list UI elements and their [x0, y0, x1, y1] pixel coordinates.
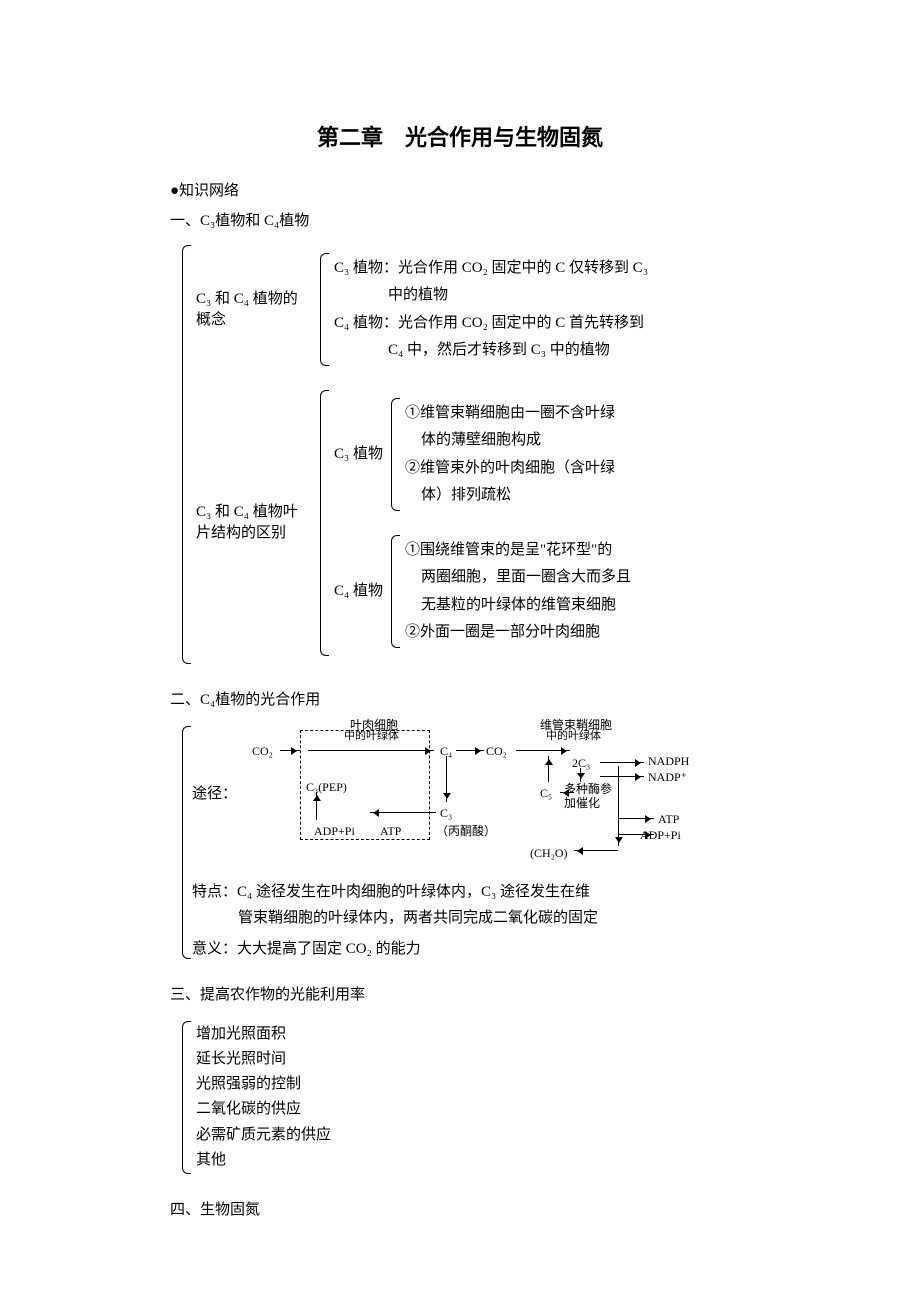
- section-1-outer-brace: C₃ 和 C₄ 植物的概念 C₃ 植物：光合作用 CO₂ 固定中的 C 仅转移到…: [178, 241, 750, 668]
- adp-pi-label: ADP+Pi: [314, 822, 355, 841]
- section-4-heading: 四、生物固氮: [170, 1198, 750, 1222]
- list-item: 二氧化碳的供应: [196, 1098, 750, 1121]
- arrow-icon: [618, 766, 619, 846]
- arrow-icon: [316, 792, 317, 820]
- list-item: 增加光照面积: [196, 1023, 750, 1046]
- c3-concept-line2: 中的植物: [334, 284, 750, 307]
- meaning-key: 意义：: [192, 937, 237, 963]
- pathway-diagram: CO₂ 叶肉细胞 中的叶绿体 C₄ CO₂ 维管束鞘细胞 中的叶绿体 2C₃ N…: [240, 722, 740, 872]
- brace-icon: [316, 249, 330, 370]
- arrow-icon: [308, 750, 434, 751]
- c3-plant-group: C₃ 植物 ①维管束鞘细胞由一圈不含叶绿 体的薄壁细胞构成 ②维管束外的叶肉细胞…: [334, 394, 750, 515]
- c4-plant-label: C₄ 植物: [334, 531, 387, 652]
- arrow-icon: [618, 834, 654, 835]
- co2-out-label: CO₂: [486, 742, 507, 761]
- c3-concept-line1: C₃ 植物：光合作用 CO₂ 固定中的 C 仅转移到 C₃: [334, 257, 750, 280]
- brace-icon: [387, 531, 401, 652]
- c4-plant-group: C₄ 植物 ①围绕维管束的是呈"花环型"的 两圈细胞，里面一圈含大而多且 无基粒…: [334, 531, 750, 652]
- feature-block: 特点： C₄ 途径发生在叶肉细胞的叶绿体内，C₃ 途径发生在维 管束鞘细胞的叶绿…: [192, 880, 750, 963]
- arrow-icon: [370, 812, 436, 813]
- list-item: 延长光照时间: [196, 1048, 750, 1071]
- two-c3-label: 2C₃: [572, 754, 590, 773]
- leaf-box-bot: 中的叶绿体: [344, 728, 399, 746]
- list-item: 光照强弱的控制: [196, 1073, 750, 1096]
- list-item: 其他: [196, 1149, 750, 1172]
- arrow-icon: [574, 850, 618, 851]
- section-1-heading: 一、C₃植物和 C₄植物: [170, 209, 750, 233]
- arrow-icon: [600, 776, 644, 777]
- arrow-icon: [600, 762, 644, 763]
- nadp-label: NADP⁺: [648, 768, 687, 787]
- arrow-icon: [618, 818, 654, 819]
- c3-struct-1a: ①维管束鞘细胞由一圈不含叶绿: [405, 402, 750, 425]
- bundle-box-bot: 中的叶绿体: [546, 728, 601, 746]
- c4-struct-1c: 无基粒的叶绿体的维管束细胞: [405, 594, 750, 617]
- c3-struct-2b: 体）排列疏松: [405, 484, 750, 507]
- concept-group: C₃ 和 C₄ 植物的概念 C₃ 植物：光合作用 CO₂ 固定中的 C 仅转移到…: [196, 249, 750, 370]
- feature-line2: 管束鞘细胞的叶绿体内，两者共同完成二氧化碳的固定: [192, 906, 750, 932]
- section-2-heading: 二、C₄植物的光合作用: [170, 688, 750, 712]
- concept-label: C₃ 和 C₄ 植物的概念: [196, 249, 316, 370]
- brace-icon: [178, 722, 192, 963]
- c4-struct-1b: 两圈细胞，里面一圈含大而多且: [405, 566, 750, 589]
- pyruvate-label: （丙酮酸）: [436, 822, 496, 841]
- c4-concept-line1: C₄ 植物：光合作用 CO₂ 固定中的 C 首先转移到: [334, 312, 750, 335]
- c4-struct-2: ②外面一圈是一部分叶肉细胞: [405, 621, 750, 644]
- enzyme-label-2: 加催化: [564, 794, 600, 813]
- section-2-brace: 途径： CO₂ 叶肉细胞 中的叶绿体 C₄ CO₂ 维管束鞘细胞 中的叶绿体 2…: [178, 722, 750, 963]
- structure-label: C₃ 和 C₄ 植物叶片结构的区别: [196, 386, 316, 660]
- c4-concept-line2: C₄ 中，然后才转移到 C₃ 中的植物: [334, 339, 750, 362]
- section-3-heading: 三、提高农作物的光能利用率: [170, 983, 750, 1007]
- list-item: 必需矿质元素的供应: [196, 1124, 750, 1147]
- pathway-label: 途径：: [192, 722, 240, 806]
- arrow-icon: [446, 756, 447, 802]
- ch2o-label: (CH₂O): [530, 844, 568, 863]
- structure-group: C₃ 和 C₄ 植物叶片结构的区别 C₃ 植物 ①维管束鞘细胞由一圈不含叶绿 体…: [196, 386, 750, 660]
- feature-key: 特点：: [192, 880, 237, 906]
- arrow-icon: [280, 750, 300, 751]
- arrow-icon: [560, 792, 574, 793]
- brace-icon: [316, 386, 330, 660]
- brace-icon: [178, 241, 192, 668]
- chapter-title: 第二章 光合作用与生物固氮: [170, 120, 750, 155]
- c3-struct-2a: ②维管束外的叶肉细胞（含叶绿: [405, 457, 750, 480]
- section-3-brace: 增加光照面积 延长光照时间 光照强弱的控制 二氧化碳的供应 必需矿质元素的供应 …: [178, 1017, 750, 1179]
- atp-label: ATP: [380, 822, 401, 841]
- brace-icon: [387, 394, 401, 515]
- knowledge-network-marker: ●知识网络: [170, 179, 750, 203]
- c4-struct-1a: ①围绕维管束的是呈"花环型"的: [405, 539, 750, 562]
- c5-label: C₅: [540, 784, 552, 803]
- co2-label: CO₂: [252, 742, 273, 761]
- arrow-icon: [516, 750, 570, 751]
- feature-line1: C₄ 途径发生在叶肉细胞的叶绿体内，C₃ 途径发生在维: [237, 880, 590, 906]
- arrow-icon: [548, 756, 549, 782]
- brace-icon: [178, 1017, 192, 1179]
- c3-plant-label: C₃ 植物: [334, 394, 387, 515]
- arrow-icon: [580, 768, 581, 782]
- arrow-icon: [456, 750, 484, 751]
- c3-struct-1b: 体的薄壁细胞构成: [405, 429, 750, 452]
- c3-mid-label: C₃: [440, 804, 452, 823]
- meaning-value: 大大提高了固定 CO₂ 的能力: [237, 937, 421, 963]
